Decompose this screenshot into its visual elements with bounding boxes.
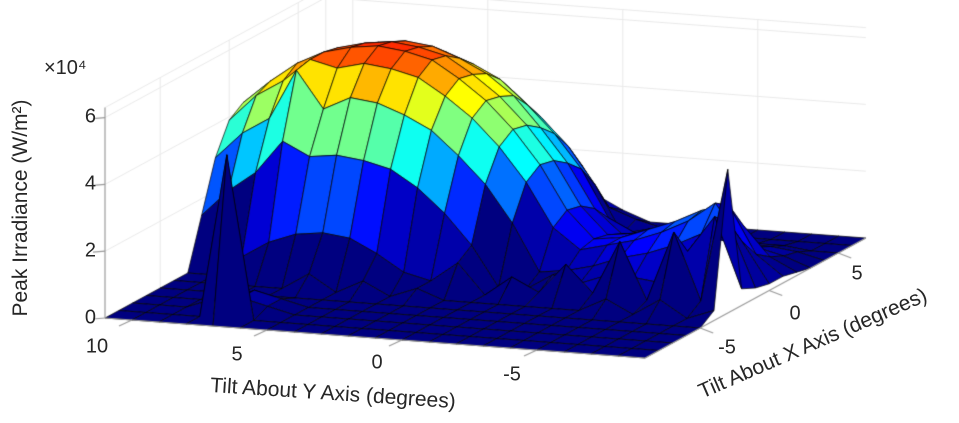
- z-tick-label-6: 6: [84, 105, 96, 128]
- z-tick-label-4: 4: [84, 172, 96, 195]
- x-tick-label-0: 0: [371, 351, 383, 374]
- y-tick-label-m5: -5: [718, 336, 736, 359]
- z-tick-label-2: 2: [84, 239, 96, 262]
- z-axis-title: Peak Irradiance (W/m²): [9, 99, 32, 317]
- x-tick-label-m5: -5: [503, 363, 521, 386]
- z-tick-label-0: 0: [84, 306, 96, 329]
- z-axis-multiplier: ×10⁴: [44, 57, 87, 79]
- x-tick-label-10: 10: [85, 335, 109, 358]
- y-tick-label-0: 0: [789, 302, 801, 325]
- x-tick-label-5: 5: [231, 343, 243, 366]
- y-tick-label-5: 5: [851, 262, 863, 285]
